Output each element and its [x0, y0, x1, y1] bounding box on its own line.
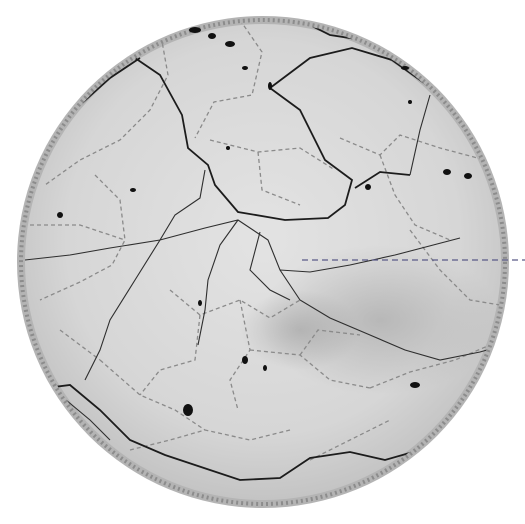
rivers	[24, 94, 503, 441]
national-boundaries	[29, 22, 461, 481]
map-rim-inner	[19, 18, 507, 506]
relief-shading-2	[240, 290, 360, 370]
dark-patches	[57, 27, 472, 416]
regional-boundaries	[30, 22, 501, 461]
